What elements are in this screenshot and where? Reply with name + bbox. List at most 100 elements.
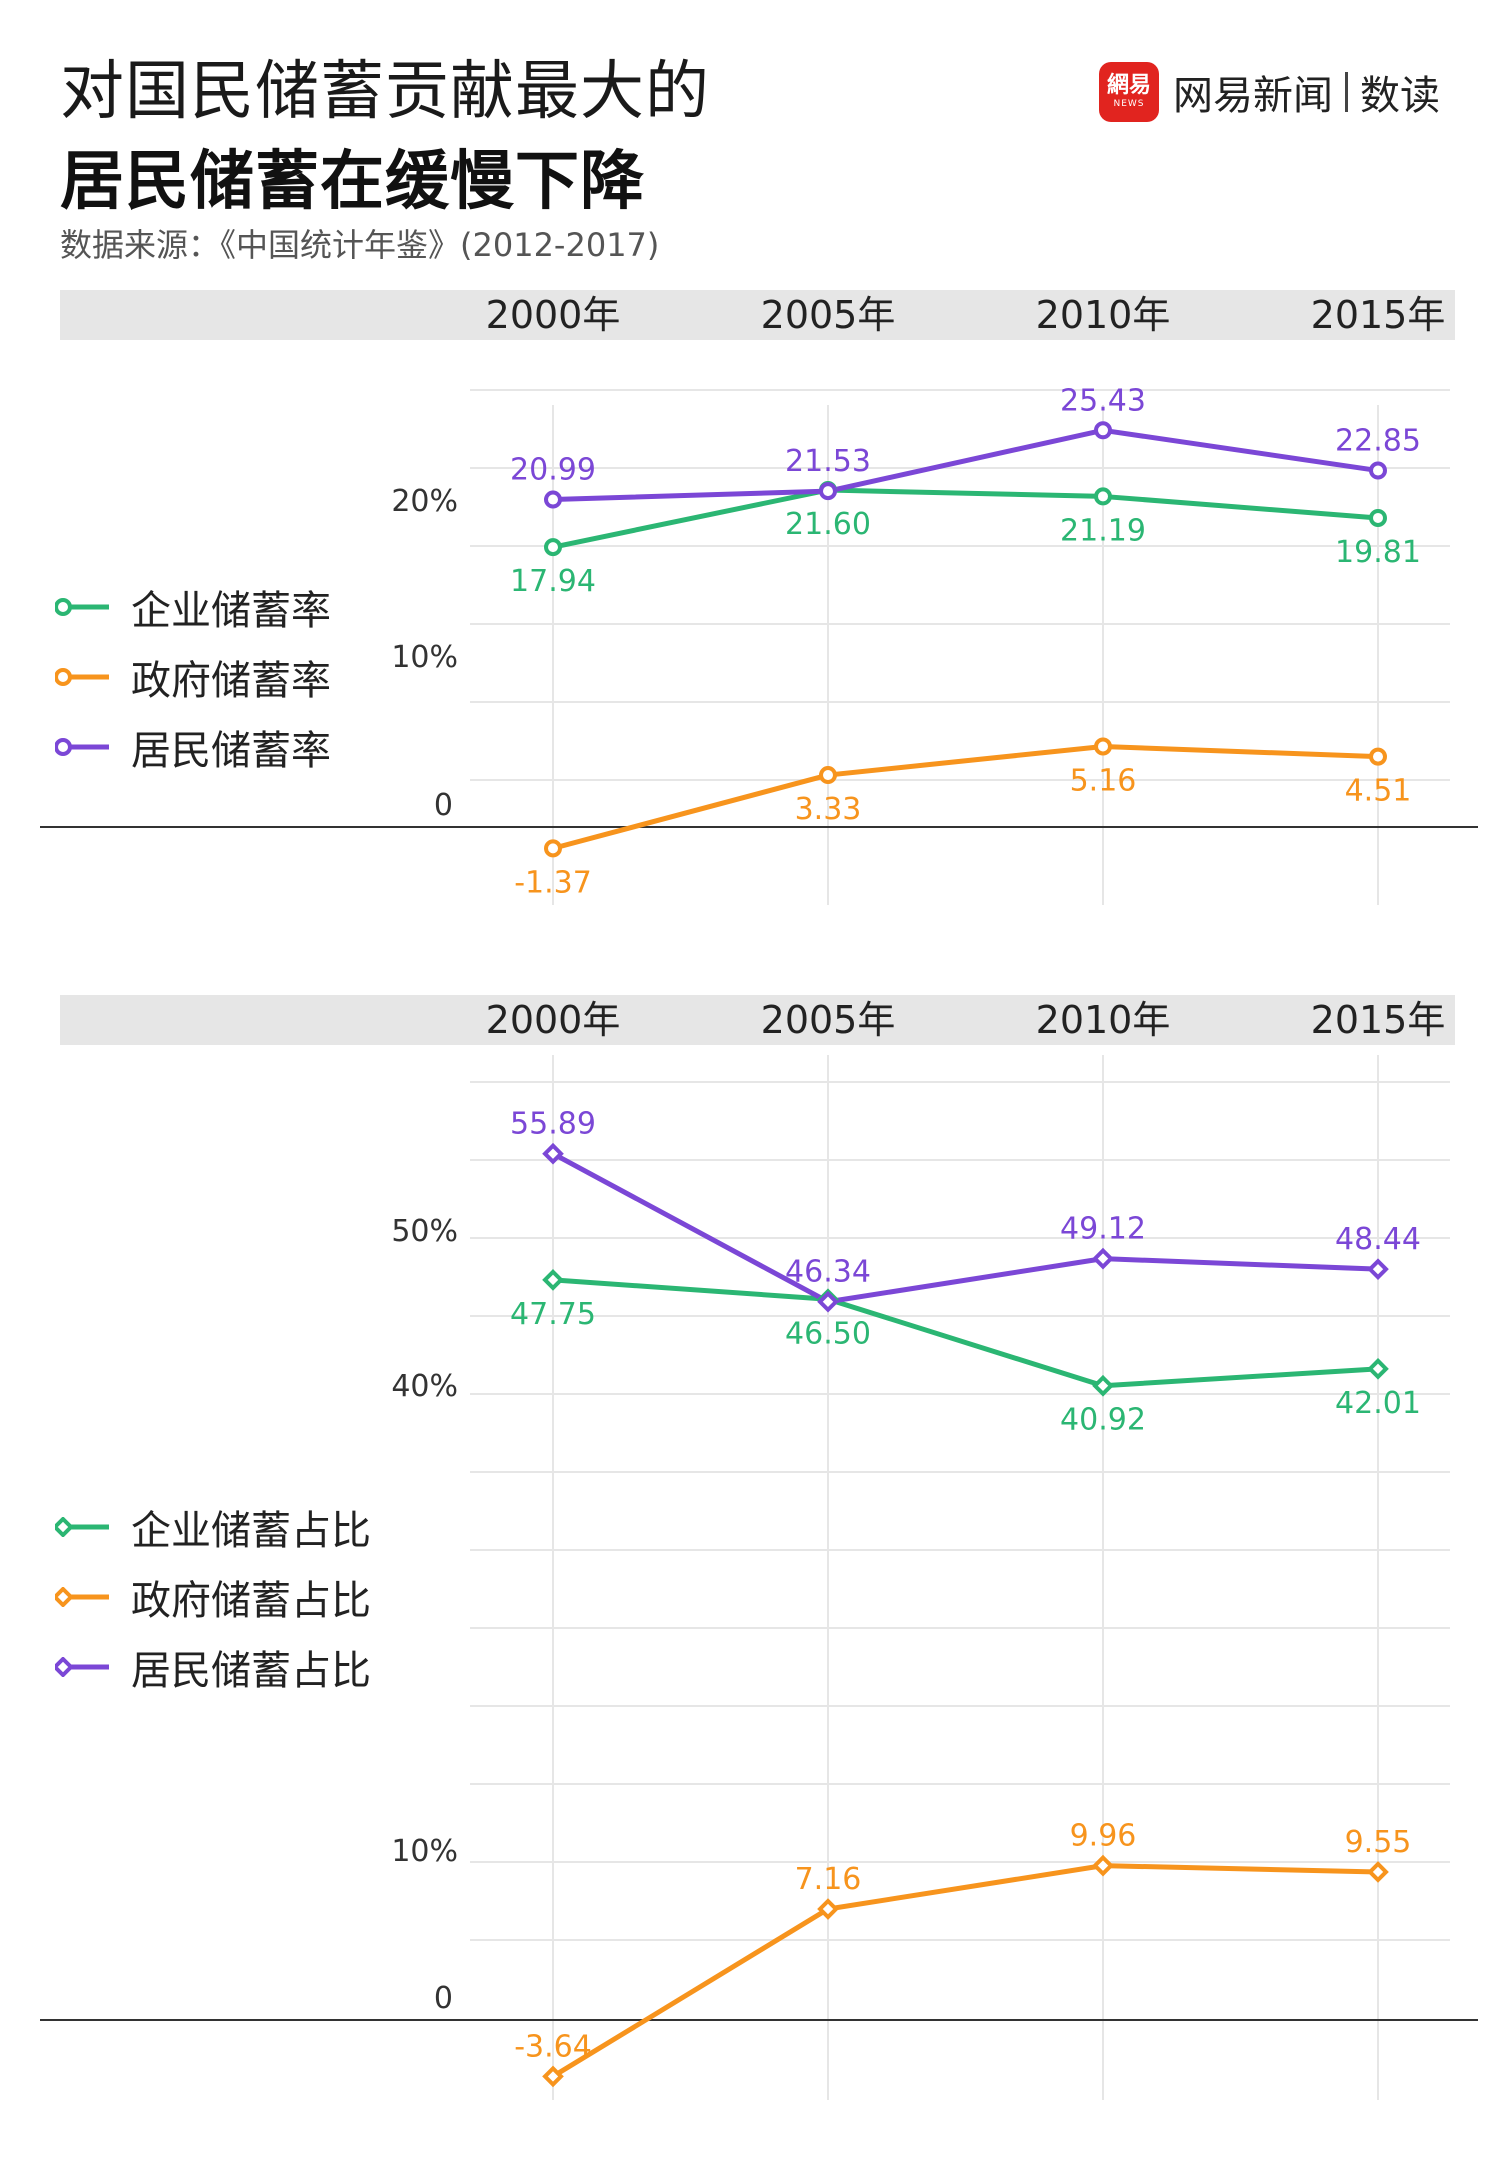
data-label: -3.64 — [514, 2029, 592, 2064]
series-line — [552, 1277, 1379, 1389]
legend-swatch-marker — [55, 738, 72, 756]
logo-name: 网易新闻 — [1173, 73, 1333, 119]
legend-label: 企业储蓄占比 — [131, 1508, 371, 1554]
legend-label: 企业储蓄率 — [131, 588, 331, 634]
legend-swatch-marker — [55, 1657, 74, 1677]
data-point — [1094, 421, 1112, 440]
data-point — [544, 839, 562, 858]
legend-swatch — [55, 738, 109, 756]
data-label: 9.96 — [1070, 1819, 1137, 1854]
data-label: -1.37 — [514, 865, 592, 900]
legend-item: 企业储蓄率 — [55, 572, 331, 642]
category-header-band — [60, 290, 1455, 340]
data-point — [544, 490, 562, 509]
data-point — [1369, 508, 1387, 527]
data-label: 20.99 — [510, 453, 596, 488]
legend-swatch-marker — [55, 668, 72, 686]
data-point — [1367, 1861, 1389, 1883]
category-label: 2015年 — [1311, 293, 1446, 337]
legend-swatch-marker — [55, 1587, 74, 1607]
data-label: 46.50 — [785, 1316, 871, 1351]
legend-item: 企业储蓄占比 — [55, 1492, 371, 1562]
legend-swatch-marker — [55, 598, 72, 616]
category-label: 2010年 — [1036, 293, 1171, 337]
legend-item: 政府储蓄率 — [55, 642, 331, 712]
data-point — [1369, 747, 1387, 766]
y-tick-label: 10% — [391, 640, 458, 675]
category-label: 2000年 — [486, 293, 621, 337]
data-point — [1092, 1374, 1114, 1397]
data-point — [544, 538, 562, 557]
chart-subtitle: 居民储蓄在缓慢下降 — [60, 145, 645, 219]
logo-badge-text: 網易 — [1106, 73, 1151, 98]
data-point — [817, 1290, 839, 1313]
data-label: 40.92 — [1060, 1403, 1146, 1438]
data-point — [1369, 461, 1387, 480]
legend-item: 政府储蓄占比 — [55, 1562, 371, 1632]
data-point — [1367, 1358, 1389, 1380]
legend-swatch-marker — [55, 1517, 74, 1537]
series-line — [552, 744, 1379, 851]
series-line — [551, 1863, 1379, 2079]
data-label: 46.34 — [785, 1255, 871, 1290]
data-label: 5.16 — [1070, 764, 1137, 799]
data-label: 47.75 — [510, 1297, 596, 1332]
y-tick-label: 20% — [391, 484, 458, 519]
data-label: 48.44 — [1335, 1222, 1421, 1257]
legend-swatch — [55, 1657, 109, 1677]
data-point — [1094, 737, 1112, 756]
legend-label: 居民储蓄占比 — [131, 1648, 371, 1694]
data-label: 9.55 — [1345, 1825, 1412, 1860]
data-label: 21.60 — [785, 507, 871, 542]
brand-logo: 網易 NEWS 网易新闻 数读 — [1099, 62, 1440, 122]
data-label: 4.51 — [1345, 774, 1412, 809]
y-tick-label: 10% — [391, 1834, 458, 1869]
chart-title: 对国民储蓄贡献最大的 — [60, 55, 710, 129]
legend-label: 居民储蓄率 — [131, 728, 331, 774]
legend-swatch — [55, 1587, 109, 1607]
data-point — [819, 766, 837, 785]
category-label: 2005年 — [761, 293, 896, 337]
category-label: 2000年 — [486, 998, 621, 1042]
logo-badge-sub: NEWS — [1113, 99, 1145, 109]
legend-swatch — [55, 668, 109, 686]
y-tick-label: 40% — [391, 1369, 458, 1404]
category-label: 2010年 — [1036, 998, 1171, 1042]
logo-divider — [1345, 72, 1348, 112]
y-tick-label: 50% — [391, 1214, 458, 1249]
data-point — [1367, 1258, 1389, 1281]
data-point — [542, 2065, 564, 2088]
category-header-band — [60, 995, 1455, 1045]
data-point — [817, 1898, 839, 1920]
data-point — [542, 1269, 564, 1291]
data-label: 21.53 — [785, 444, 871, 479]
savings-share-chart: 2000年 2005年 2010年 2015年 50% 40% 10% 0 47.75 46.50… — [40, 995, 1478, 2100]
category-label: 2015年 — [1311, 998, 1446, 1042]
data-label: 42.01 — [1335, 1386, 1421, 1421]
data-label: 49.12 — [1060, 1212, 1146, 1247]
data-label: 21.19 — [1060, 513, 1146, 548]
category-label: 2005年 — [761, 998, 896, 1042]
data-label: 22.85 — [1335, 424, 1421, 459]
data-point — [1094, 487, 1112, 506]
data-point — [1092, 1854, 1114, 1877]
savings-rate-chart: 2000年 2005年 2010年 2015年 20% 10% 0 17.94 21.60 21.… — [40, 290, 1478, 905]
y-tick-label: 0 — [434, 788, 453, 823]
legend-label: 政府储蓄占比 — [131, 1578, 371, 1624]
data-label: 17.94 — [510, 564, 596, 599]
y-tick-label: 0 — [434, 1981, 453, 2016]
data-point — [819, 482, 837, 501]
logo-sub: 数读 — [1360, 73, 1440, 119]
legend-label: 政府储蓄率 — [131, 658, 331, 704]
series-line — [552, 487, 1379, 550]
legend-item: 居民储蓄占比 — [55, 1632, 371, 1702]
savings-share-legend: 企业储蓄占比 政府储蓄占比 居民储蓄占比 — [55, 1492, 371, 1702]
data-label: 19.81 — [1335, 535, 1421, 570]
data-label: 3.33 — [795, 792, 862, 827]
series-line — [551, 1151, 1379, 1305]
data-label: 7.16 — [795, 1862, 862, 1897]
series-line — [552, 427, 1379, 503]
netease-icon: 網易 NEWS — [1099, 62, 1159, 122]
data-source: 数据来源：《中国统计年鉴》(2012-2017) — [60, 226, 660, 264]
data-point — [542, 1142, 564, 1165]
